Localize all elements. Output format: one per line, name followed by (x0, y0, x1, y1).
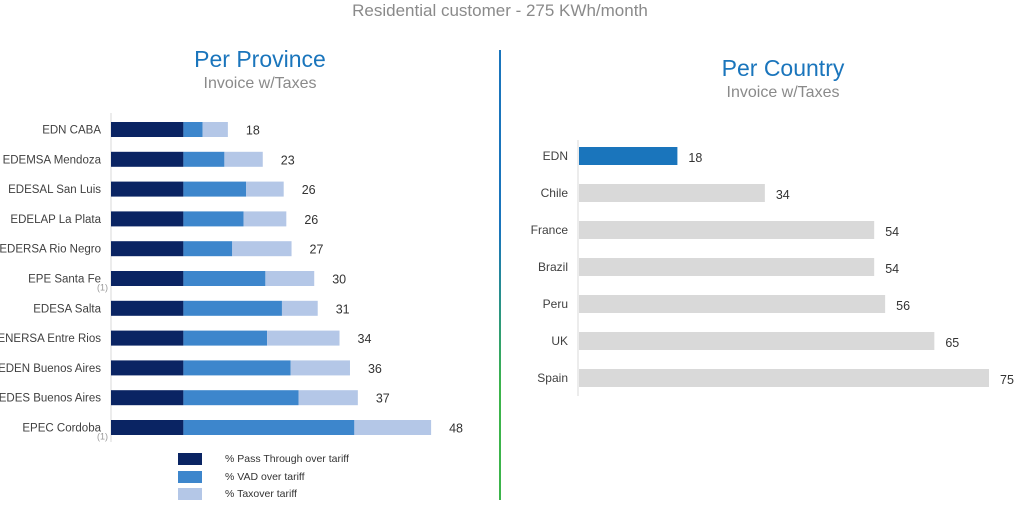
province-bar-enersa-entre-rios-pass-through-over-tariff (111, 330, 184, 346)
country-label-brazil: Brazil (538, 260, 568, 274)
legend-label-pass-through: % Pass Through over tariff (225, 453, 349, 465)
province-bar-edesa-salta-vad-over-tariff (183, 300, 282, 316)
province-label-edes-buenos-aires: EDES Buenos Aires (0, 393, 101, 405)
province-bar-edn-caba-taxover-tariff (202, 122, 228, 137)
province-bar-edesal-san-luis-pass-through-over-tariff (111, 181, 184, 197)
country-value-brazil: 54 (885, 262, 899, 276)
province-label-edn-caba: EDN CABA (42, 125, 101, 137)
province-chart-title: Per Province (194, 46, 326, 72)
country-label-peru: Peru (543, 297, 568, 311)
legend-swatch-tax (178, 488, 202, 500)
legend-label-tax: % Taxover tariff (225, 488, 297, 500)
province-label-edemsa-mendoza: EDEMSA Mendoza (3, 154, 102, 166)
province-label-epec-cordoba: EPEC Cordoba (22, 423, 101, 435)
province-bar-edelap-la-plata-vad-over-tariff (183, 211, 244, 227)
province-bar-edesa-salta-pass-through-over-tariff (111, 300, 184, 316)
country-value-peru: 56 (896, 299, 910, 313)
country-value-chile: 34 (776, 188, 790, 202)
province-bar-epec-cordoba-pass-through-over-tariff (111, 420, 184, 435)
country-value-uk: 65 (945, 336, 959, 350)
province-label-edelap-la-plata: EDELAP La Plata (10, 214, 101, 226)
chart-divider (499, 50, 501, 500)
country-value-edn: 18 (688, 151, 702, 165)
country-bar-edn (579, 147, 678, 165)
province-value-edes-buenos-aires: 37 (376, 392, 390, 406)
province-bar-edersa-rio-negro-taxover-tariff (232, 241, 292, 257)
country-label-uk: UK (551, 334, 568, 348)
country-chart-title: Per Country (721, 55, 845, 81)
province-label-epe-santa-fe: EPE Santa Fe (28, 274, 101, 286)
country-chart-subtitle: Invoice w/Taxes (726, 84, 840, 101)
province-bar-edes-buenos-aires-vad-over-tariff (183, 390, 299, 406)
province-value-edelap-la-plata: 26 (304, 213, 318, 227)
province-bar-eden-buenos-aires-pass-through-over-tariff (111, 360, 184, 376)
country-chart: EDN 18 Chile 34 France 54 Brazil 54 Peru 56 UK 65 Sp… (531, 140, 1014, 396)
province-label-edesal-san-luis: EDESAL San Luis (8, 184, 101, 196)
country-label-spain: Spain (537, 371, 568, 385)
province-bar-edes-buenos-aires-pass-through-over-tariff (111, 390, 184, 406)
province-chart-subtitle: Invoice w/Taxes (203, 75, 317, 92)
province-value-epec-cordoba: 48 (449, 422, 463, 436)
province-bar-edelap-la-plata-taxover-tariff (243, 211, 287, 227)
country-bar-brazil (579, 258, 875, 276)
province-value-edemsa-mendoza: 23 (281, 153, 295, 167)
province-bar-edesa-salta-taxover-tariff (281, 300, 318, 316)
province-bar-epec-cordoba-taxover-tariff (354, 420, 432, 435)
province-value-eden-buenos-aires: 36 (368, 362, 382, 376)
province-bar-eden-buenos-aires-vad-over-tariff (183, 360, 291, 376)
country-value-france: 54 (885, 225, 899, 239)
country-value-spain: 75 (1000, 373, 1014, 387)
country-bar-peru (579, 295, 886, 313)
country-label-chile: Chile (541, 186, 569, 200)
province-value-edesa-salta: 31 (336, 302, 350, 316)
province-value-epe-santa-fe: 30 (332, 273, 346, 287)
province-bar-epe-santa-fe-pass-through-over-tariff (111, 271, 184, 286)
province-value-edesal-san-luis: 26 (302, 183, 316, 197)
province-footnote-epe-santa-fe: (1) (97, 283, 108, 293)
country-bar-france (579, 221, 875, 239)
country-label-france: France (531, 223, 569, 237)
province-value-enersa-entre-rios: 34 (358, 332, 372, 346)
legend-swatch-vad (178, 471, 202, 483)
province-bar-edn-caba-vad-over-tariff (183, 122, 203, 137)
country-bar-spain (579, 369, 989, 387)
country-bar-uk (579, 332, 935, 350)
province-footnote-epec-cordoba: (1) (97, 432, 108, 442)
province-bar-epe-santa-fe-vad-over-tariff (183, 271, 266, 286)
province-label-edesa-salta: EDESA Salta (33, 303, 101, 315)
province-label-eden-buenos-aires: EDEN Buenos Aires (0, 363, 101, 375)
legend-label-vad: % VAD over tariff (225, 471, 305, 483)
province-bar-epe-santa-fe-taxover-tariff (265, 271, 315, 286)
page-title: Residential customer - 275 KWh/month (352, 1, 648, 20)
province-label-enersa-entre-rios: ENERSA Entre Rios (0, 333, 101, 345)
province-bar-edemsa-mendoza-taxover-tariff (224, 151, 263, 167)
country-bar-chile (579, 184, 765, 202)
province-label-edersa-rio-negro: EDERSA Rio Negro (0, 244, 101, 256)
province-bar-enersa-entre-rios-vad-over-tariff (183, 330, 268, 346)
province-value-edersa-rio-negro: 27 (310, 243, 324, 257)
province-chart: EDN CABA 18 EDEMSA Mendoza 23 EDESAL San Lui… (0, 113, 463, 442)
province-bar-edes-buenos-aires-taxover-tariff (298, 390, 358, 406)
province-bar-epec-cordoba-vad-over-tariff (183, 420, 355, 435)
province-bar-edelap-la-plata-pass-through-over-tariff (111, 211, 184, 227)
province-value-edn-caba: 18 (246, 124, 260, 138)
province-bar-edesal-san-luis-taxover-tariff (246, 181, 284, 197)
province-bar-edemsa-mendoza-vad-over-tariff (183, 151, 225, 167)
province-bar-enersa-entre-rios-taxover-tariff (267, 330, 340, 346)
province-bar-edesal-san-luis-vad-over-tariff (183, 181, 247, 197)
province-bar-edn-caba-pass-through-over-tariff (111, 122, 184, 137)
country-label-edn: EDN (543, 149, 568, 163)
legend-swatch-pass-through (178, 453, 202, 465)
province-bar-edersa-rio-negro-vad-over-tariff (183, 241, 233, 257)
province-bar-eden-buenos-aires-taxover-tariff (290, 360, 350, 376)
province-bar-edersa-rio-negro-pass-through-over-tariff (111, 241, 184, 257)
province-bar-edemsa-mendoza-pass-through-over-tariff (111, 151, 184, 167)
